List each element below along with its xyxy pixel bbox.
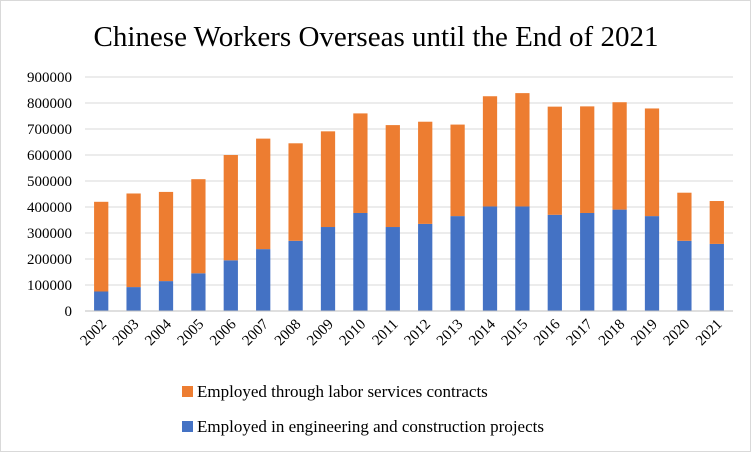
y-tick-label: 200000	[27, 252, 72, 268]
x-tick-label: 2003	[110, 317, 143, 350]
legend-swatch-engineering	[182, 421, 193, 432]
x-tick-label: 2011	[369, 317, 401, 349]
bar-engineering-2021	[709, 243, 724, 311]
bar-labor-services-2009	[320, 131, 336, 228]
bar-engineering-2011	[385, 227, 400, 311]
x-tick-label: 2007	[240, 316, 273, 349]
bar-labor-services-2006	[223, 155, 238, 261]
x-tick-label: 2021	[693, 317, 726, 350]
x-tick-label: 2014	[466, 316, 499, 349]
bar-engineering-2002	[94, 291, 109, 311]
bar-engineering-2017	[580, 212, 595, 311]
x-tick-label: 2019	[628, 317, 661, 350]
bar-engineering-2016	[547, 214, 562, 311]
bar-engineering-2013	[450, 216, 465, 311]
y-tick-label: 0	[65, 304, 73, 320]
legend-label-engineering: Employed in engineering and construction…	[197, 417, 544, 436]
bar-engineering-2006	[223, 260, 238, 311]
y-tick-label: 900000	[27, 70, 72, 86]
y-tick-labels: 0 100000 200000 300000 400000 500000 600000 700…	[27, 70, 72, 320]
bar-engineering-2020	[677, 240, 692, 311]
y-tick-label: 300000	[27, 226, 72, 242]
x-tick-label: 2008	[272, 317, 305, 350]
legend-swatch-labor-services	[182, 386, 193, 397]
y-tick-label: 400000	[27, 200, 72, 216]
bar-engineering-2018	[612, 209, 627, 311]
bar-labor-services-2010	[353, 113, 368, 213]
bar-engineering-2005	[191, 273, 206, 311]
y-tick-label: 500000	[27, 174, 72, 190]
x-tick-label: 2002	[78, 317, 111, 350]
y-tick-label: 800000	[27, 96, 72, 112]
bar-engineering-2009	[320, 227, 336, 311]
x-tick-label: 2016	[531, 316, 564, 349]
bar-engineering-2003	[126, 287, 141, 311]
bar-labor-services-2016	[547, 106, 562, 215]
x-tick-label: 2013	[434, 317, 467, 350]
y-tick-label: 100000	[27, 278, 72, 294]
bar-labor-services-2008	[288, 143, 303, 241]
bar-engineering-2015	[515, 206, 530, 311]
bar-labor-services-2012	[418, 121, 433, 224]
bar-labor-services-2018	[612, 102, 627, 210]
bar-engineering-2014	[482, 206, 498, 311]
chart-title: Chinese Workers Overseas until the End o…	[94, 21, 659, 53]
bar-labor-services-2005	[191, 179, 206, 274]
bar-labor-services-2019	[644, 108, 660, 217]
grid-layer	[85, 76, 733, 286]
x-tick-labels: 2002 2003 2004 2005 2006 2007 2008 2009 2010 2011…	[78, 316, 726, 349]
bar-labor-services-2021	[709, 201, 724, 244]
bar-labor-services-2020	[677, 192, 692, 241]
x-tick-label: 2010	[337, 317, 370, 350]
bar-engineering-2012	[418, 223, 433, 311]
x-tick-label: 2020	[661, 317, 694, 350]
bar-labor-services-2014	[482, 96, 498, 207]
y-tick-label: 600000	[27, 148, 72, 164]
bar-labor-services-2004	[158, 191, 174, 282]
bars-layer	[94, 93, 724, 311]
x-tick-label: 2015	[499, 317, 532, 350]
bar-labor-services-2003	[126, 193, 141, 288]
bar-labor-services-2002	[94, 201, 109, 292]
bar-engineering-2007	[256, 249, 271, 311]
x-tick-label: 2012	[402, 317, 435, 350]
legend: Employed through labor services contract…	[182, 382, 544, 436]
bar-engineering-2019	[644, 216, 660, 311]
bar-engineering-2008	[288, 240, 303, 311]
x-tick-label: 2017	[564, 316, 597, 349]
bar-labor-services-2013	[450, 124, 465, 217]
y-tick-label: 700000	[27, 122, 72, 138]
legend-label-labor-services: Employed through labor services contract…	[197, 382, 488, 401]
bar-labor-services-2017	[580, 106, 595, 213]
bar-engineering-2004	[158, 281, 174, 311]
x-tick-label: 2006	[207, 316, 240, 349]
x-tick-label: 2009	[304, 317, 337, 350]
bar-engineering-2010	[353, 212, 368, 311]
bar-labor-services-2011	[385, 125, 400, 228]
bar-labor-services-2015	[515, 93, 530, 207]
x-tick-label: 2004	[142, 316, 175, 349]
bar-labor-services-2007	[256, 138, 271, 250]
x-tick-label: 2005	[175, 317, 208, 350]
x-tick-label: 2018	[596, 317, 629, 350]
